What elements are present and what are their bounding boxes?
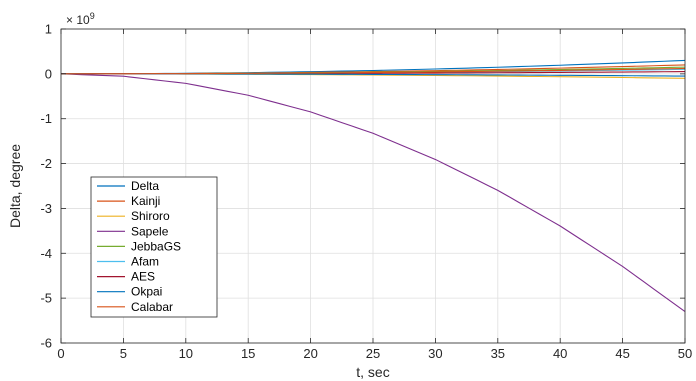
y-tick-label: -1 [40, 111, 52, 126]
legend-label: Calabar [131, 300, 173, 314]
legend-label: Delta [131, 179, 159, 193]
legend-label: Okpai [131, 285, 162, 299]
x-tick-label: 0 [57, 346, 64, 361]
y-axis-label: Delta, degree [7, 144, 23, 228]
x-tick-label: 10 [179, 346, 193, 361]
x-tick-label: 20 [303, 346, 317, 361]
x-tick-label: 40 [553, 346, 567, 361]
series-line-calabar [60, 67, 686, 75]
legend-label: AES [131, 270, 155, 284]
y-exponent-label: × 109 [66, 11, 95, 27]
legend-label: Kainji [131, 194, 160, 208]
axis-ticks: 0 5 10 15 20 25 30 35 40 45 50 -6 -5 -4 -3 -2 -1 0 1 [40, 22, 692, 362]
x-tick-label: 25 [366, 346, 380, 361]
legend-label: Sapele [131, 224, 169, 238]
x-axis-label: t, sec [356, 364, 389, 380]
x-tick-label: 30 [428, 346, 442, 361]
y-exponent-base: × 10 [66, 13, 90, 27]
y-tick-label: -6 [40, 336, 52, 351]
y-tick-label: -4 [40, 246, 52, 261]
y-tick-label: -3 [40, 201, 52, 216]
x-tick-label: 45 [615, 346, 629, 361]
series-lines [60, 59, 686, 313]
y-tick-label: 1 [45, 22, 52, 37]
y-tick-label: 0 [45, 66, 52, 81]
x-tick-label: 35 [491, 346, 505, 361]
x-tick-label: 5 [120, 346, 127, 361]
legend-label: Afam [131, 255, 159, 269]
y-exponent-power: 9 [90, 11, 95, 21]
x-tick-label: 15 [241, 346, 255, 361]
series-line-sapele [60, 73, 686, 313]
x-tick-label: 50 [678, 346, 692, 361]
y-tick-label: -2 [40, 156, 52, 171]
legend-label: JebbaGS [131, 239, 181, 253]
legend-label: Shiroro [131, 209, 170, 223]
legend-box [90, 176, 218, 318]
y-tick-label: -5 [40, 291, 52, 306]
